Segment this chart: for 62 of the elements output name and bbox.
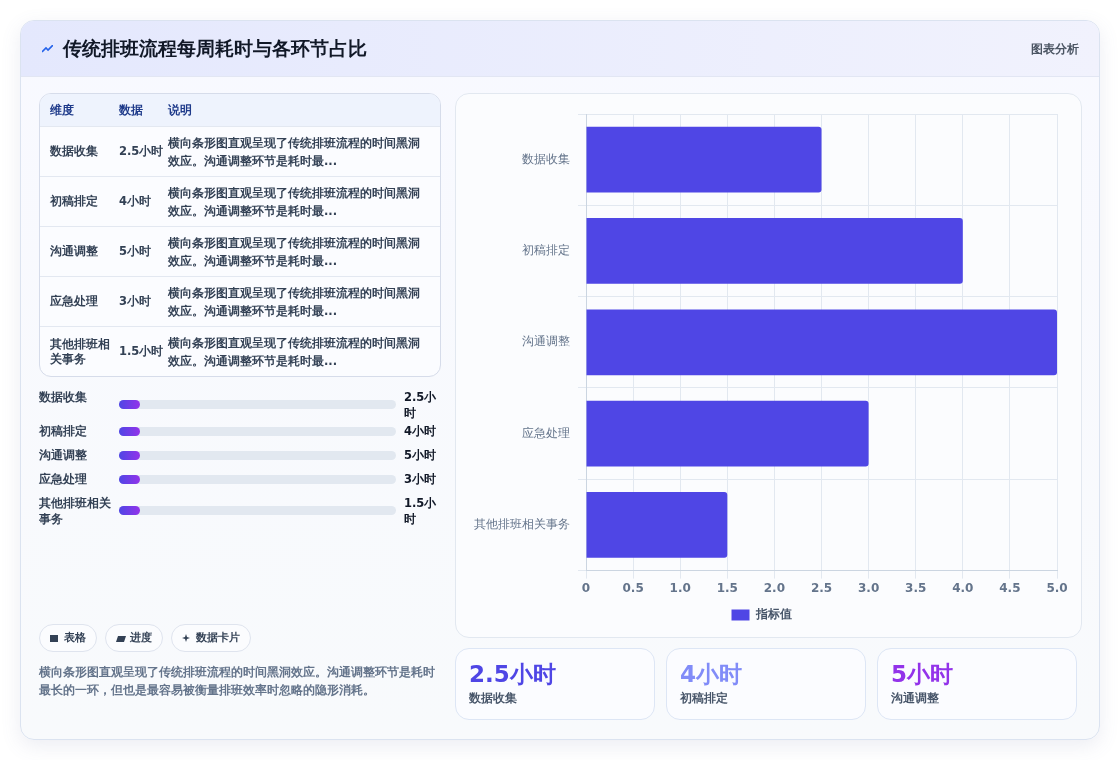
text: 2.5小时 (119, 144, 165, 159)
text: 3小时 (404, 471, 437, 487)
x-tick-label: 4.5 (999, 580, 1021, 595)
x-tick-label: 3.0 (857, 580, 880, 595)
text: 其他排班相关事务 (49, 336, 111, 367)
y-tick-label: 其他排班相关事务 (474, 517, 570, 532)
text: 初稿排定 (680, 691, 729, 706)
text: 横向条形图直观呈现了传统排班流程的时间黑洞效应。沟通调整环节是耗时最... (168, 134, 421, 170)
legend-label: 指标值 (754, 607, 792, 622)
text: 初稿排定 (39, 423, 88, 439)
text: 5小时 (404, 447, 437, 463)
text: 数据收集 (49, 144, 99, 159)
x-tick-label: 0.5 (622, 580, 644, 595)
y-tick-label: 数据收集 (522, 151, 570, 166)
text: 5小时 (891, 660, 954, 689)
text: 沟通调整 (39, 447, 88, 463)
x-tick-label: 0 (581, 580, 591, 595)
text: 2.5小时 (469, 660, 557, 689)
x-tick-label: 2.5 (810, 580, 833, 595)
text: 应急处理 (39, 471, 88, 487)
x-tick-label: 2.0 (763, 580, 786, 595)
text: 横向条形图直观呈现了传统排班流程的时间黑洞效应。沟通调整环节是耗时最... (168, 284, 421, 320)
text: 横向条形图直观呈现了传统排班流程的时间黑洞效应。沟通调整环节是耗时最... (168, 334, 421, 370)
chart-subtitle: 图表分析 (1031, 41, 1079, 58)
y-tick-label: 初稿排定 (522, 243, 570, 258)
bar (586, 126, 822, 193)
text: 3小时 (119, 294, 152, 309)
text: 1.5小时 (404, 495, 438, 527)
text: 4小时 (680, 660, 743, 689)
text: 说明 (168, 102, 193, 119)
text: 维度 (49, 102, 75, 118)
text: 1.5小时 (119, 344, 165, 359)
text: 数据卡片 (196, 631, 240, 645)
y-tick-label: 应急处理 (522, 425, 570, 440)
text: 进度 (130, 631, 152, 645)
x-tick-label: 3.5 (905, 580, 927, 595)
text: 初稿排定 (49, 194, 99, 209)
text: 5小时 (119, 244, 152, 259)
text: 横向条形图直观呈现了传统排班流程的时间黑洞效应。沟通调整环节是耗时最长的一环，但也是最容易被衡量排班效率时忽略的隐形消耗。 (39, 664, 436, 699)
text: 传统排班流程每周耗时与各环节占比 (63, 36, 367, 61)
text: 表格 (64, 631, 86, 645)
x-tick-label: 1.0 (669, 580, 691, 595)
text: 数据 (119, 102, 144, 118)
x-tick-label: 4.0 (952, 580, 974, 595)
text: 沟通调整 (891, 691, 940, 706)
text: 其他排班相关事务 (39, 495, 112, 527)
x-tick-label: 5.0 (1046, 580, 1068, 595)
bar (586, 400, 869, 467)
text: 横向条形图直观呈现了传统排班流程的时间黑洞效应。沟通调整环节是耗时最... (168, 234, 421, 270)
x-tick-label: 1.5 (716, 580, 738, 595)
text: 4小时 (404, 423, 437, 439)
text: 2.5小时 (404, 389, 438, 421)
y-tick-label: 沟通调整 (522, 334, 570, 349)
text: 4小时 (119, 194, 152, 209)
bar (586, 492, 728, 558)
text: 应急处理 (49, 294, 99, 309)
text: 数据收集 (469, 691, 518, 706)
text: 横向条形图直观呈现了传统排班流程的时间黑洞效应。沟通调整环节是耗时最... (168, 184, 421, 220)
text: 数据收集 (39, 389, 88, 405)
bar (586, 218, 963, 284)
bar (586, 309, 1057, 376)
text: 沟通调整 (49, 244, 99, 259)
